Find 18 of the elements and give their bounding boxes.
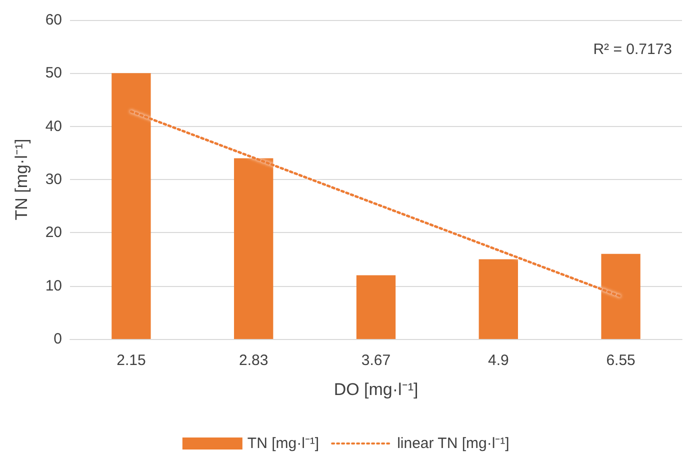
y-tick-label: 50 [45, 64, 62, 82]
legend-label: linear TN [mg·l⁻¹] [397, 435, 510, 452]
annotation: R² = 0.7173 [593, 41, 672, 58]
y-tick-label: 60 [45, 12, 62, 28]
bar [356, 275, 396, 339]
x-axis-title: DO [mg·l⁻¹] [334, 380, 418, 399]
y-tick-label: 10 [45, 277, 62, 294]
x-tick-label: 2.15 [116, 352, 146, 369]
y-tick-label: 20 [45, 224, 62, 242]
y-tick-label: 40 [45, 118, 62, 135]
y-tick-label: 30 [45, 171, 62, 188]
x-tick-label: 6.55 [606, 352, 636, 369]
x-tick-label: 4.9 [488, 352, 509, 369]
y-axis-title: TN [mg·l⁻¹] [12, 138, 31, 220]
y-tick-label: 0 [54, 330, 62, 348]
x-tick-label: 2.83 [239, 352, 268, 369]
x-tick-label: 3.67 [361, 352, 391, 369]
legend-label: TN [mg·l⁻¹] [247, 435, 320, 452]
